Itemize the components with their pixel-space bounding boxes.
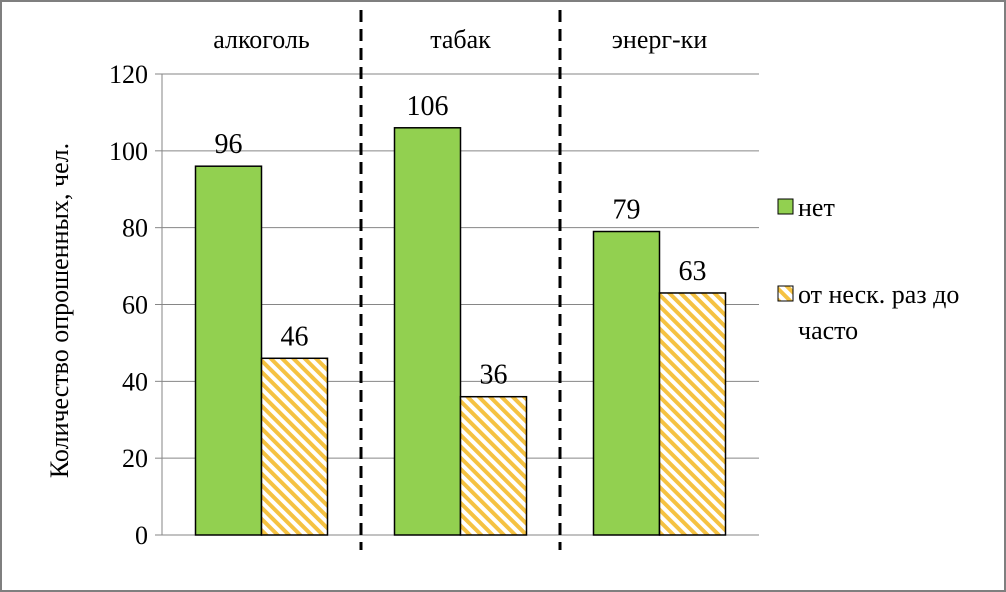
bar-0-2 (592, 230, 661, 536)
legend-label: от неск. раз до (798, 280, 959, 309)
category-label: табак (430, 25, 491, 54)
bars (194, 127, 727, 536)
bar-1-1 (459, 395, 528, 536)
legend: нет от неск. раз до часто (777, 193, 959, 345)
y-axis-title: Количество опрошенных, чел. (45, 143, 74, 478)
bar-1-0 (260, 357, 329, 536)
bar-1-2 (658, 292, 727, 536)
y-tick-label: 120 (109, 60, 148, 89)
legend-label: нет (798, 193, 835, 222)
y-tick-label: 100 (109, 137, 148, 166)
category-label: алкоголь (213, 25, 310, 54)
data-label: 36 (480, 360, 508, 391)
labels: 0 20 40 60 80 100 120 алкоголь 96 46 табак 106 36 эне… (45, 25, 707, 550)
y-tick-label: 60 (122, 291, 148, 320)
legend-swatch-1 (777, 285, 794, 302)
y-tick-label: 40 (122, 367, 148, 396)
data-label: 63 (679, 256, 707, 287)
y-tick-label: 80 (122, 214, 148, 243)
bar-0-0 (194, 165, 263, 536)
data-label: 46 (281, 321, 309, 352)
legend-label: часто (798, 316, 858, 345)
y-tick-label: 20 (122, 444, 148, 473)
category-label: энерг-ки (612, 25, 708, 54)
data-label: 96 (215, 129, 243, 160)
data-label: 106 (407, 91, 449, 122)
data-label: 79 (613, 195, 641, 226)
bar-0-1 (393, 127, 462, 536)
y-tick-label: 0 (135, 521, 148, 550)
legend-swatch-0 (777, 198, 794, 215)
